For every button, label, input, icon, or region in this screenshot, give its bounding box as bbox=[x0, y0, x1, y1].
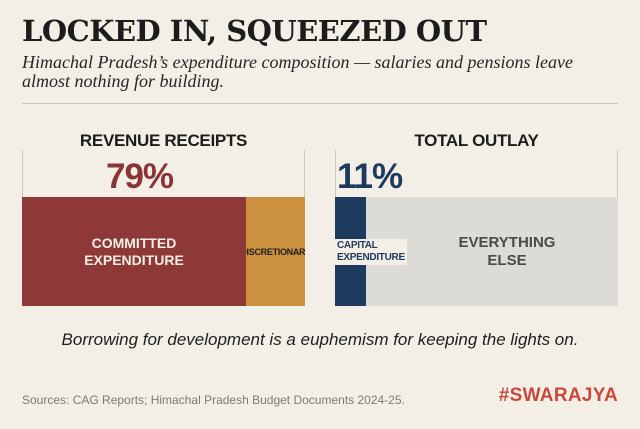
total-outlay-heading: TOTAL OUTLAY bbox=[335, 131, 618, 150]
capital-label-line2: EXPENDITURE bbox=[337, 252, 405, 263]
else-label-line1: EVERYTHING bbox=[458, 233, 556, 251]
tagline: Borrowing for development is a euphemism… bbox=[61, 330, 579, 349]
bar-segment-committed-expenditure: COMMITTED EXPENDITURE bbox=[22, 197, 246, 306]
brand-hashtag: #SWARAJYA bbox=[498, 385, 618, 406]
outlay-stacked-bar: EVERYTHING ELSE CAPITAL EXPENDITURE bbox=[335, 197, 618, 306]
chart-title: LOCKED IN, SQUEEZED OUT bbox=[22, 14, 487, 48]
panel-frame-right bbox=[304, 141, 305, 197]
revenue-stacked-bar: COMMITTED EXPENDITURE DISCRETIONARY bbox=[22, 197, 305, 306]
capital-share-percent: 11% bbox=[337, 157, 403, 196]
bar-segment-everything-else: EVERYTHING ELSE bbox=[366, 197, 618, 306]
bar-segment-discretionary: DISCRETIONARY bbox=[246, 197, 305, 306]
panel-frame-left bbox=[22, 141, 23, 197]
revenue-receipts-panel: REVENUE RECEIPTS 79% COMMITTED EXPENDITU… bbox=[22, 125, 305, 306]
capital-expenditure-label: CAPITAL EXPENDITURE bbox=[335, 239, 407, 265]
divider bbox=[22, 103, 618, 104]
committed-label-line2: EXPENDITURE bbox=[84, 251, 184, 268]
panel-frame-right bbox=[617, 141, 618, 197]
capital-label-line1: CAPITAL bbox=[337, 240, 378, 251]
committed-share-percent: 79% bbox=[106, 157, 174, 196]
sources-note: Sources: CAG Reports; Himachal Pradesh B… bbox=[22, 393, 405, 407]
committed-label-line1: COMMITTED bbox=[91, 234, 177, 251]
total-outlay-panel: TOTAL OUTLAY 11% EVERYTHING ELSE CAPITAL… bbox=[335, 125, 618, 306]
revenue-receipts-heading: REVENUE RECEIPTS bbox=[22, 131, 305, 150]
panel-frame-left bbox=[335, 141, 336, 197]
else-label-line2: ELSE bbox=[487, 251, 527, 269]
discretionary-label: DISCRETIONARY bbox=[246, 246, 305, 257]
chart-subtitle: Himachal Pradesh’s expenditure compositi… bbox=[22, 52, 573, 91]
